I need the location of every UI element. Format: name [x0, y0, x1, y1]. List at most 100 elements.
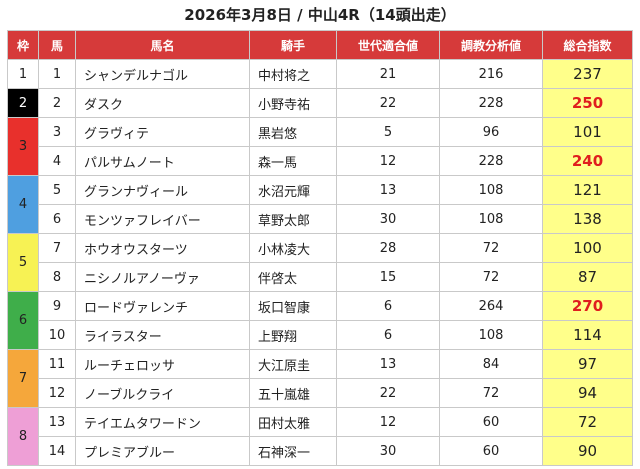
horse-number-cell: 7	[38, 233, 76, 263]
generation-fit-cell: 12	[336, 407, 440, 437]
training-analysis-cell: 84	[439, 349, 543, 379]
generation-fit-cell: 12	[336, 146, 440, 176]
generation-fit-cell: 13	[336, 175, 440, 205]
waku-cell: 3	[7, 117, 39, 176]
table-row: 2 2 ダスク 小野寺祐 22 228 250	[7, 88, 633, 118]
horse-number-cell: 5	[38, 175, 76, 205]
horse-number-cell: 3	[38, 117, 76, 147]
total-index-cell: 270	[542, 291, 633, 321]
header-horse-name: 馬名	[75, 30, 250, 60]
horse-name-cell: モンツァフレイバー	[75, 204, 250, 234]
training-analysis-cell: 60	[439, 407, 543, 437]
generation-fit-cell: 22	[336, 88, 440, 118]
training-analysis-cell: 228	[439, 88, 543, 118]
horse-name-cell: ライラスター	[75, 320, 250, 350]
horse-name-cell: テイエムタワードン	[75, 407, 250, 437]
horse-name-cell: グランナヴィール	[75, 175, 250, 205]
training-analysis-cell: 72	[439, 262, 543, 292]
table-row: 6 モンツァフレイバー 草野太郎 30 108 138	[8, 204, 633, 234]
training-analysis-cell: 228	[439, 146, 543, 176]
total-index-cell: 100	[542, 233, 633, 263]
horse-name-cell: ロードヴァレンチ	[75, 291, 250, 321]
total-index-cell: 237	[542, 59, 633, 89]
header-generation-fit: 世代適合値	[336, 30, 440, 60]
total-index-cell: 114	[542, 320, 633, 350]
waku-cell: 5	[7, 233, 39, 292]
waku-cell: 1	[7, 59, 39, 89]
horse-number-cell: 12	[38, 378, 76, 408]
jockey-cell: 草野太郎	[249, 204, 337, 234]
training-analysis-cell: 72	[439, 378, 543, 408]
jockey-cell: 水沼元輝	[249, 175, 337, 205]
horse-number-cell: 8	[38, 262, 76, 292]
training-analysis-cell: 264	[439, 291, 543, 321]
jockey-cell: 五十嵐雄	[249, 378, 337, 408]
jockey-cell: 石神深一	[249, 436, 337, 466]
generation-fit-cell: 13	[336, 349, 440, 379]
generation-fit-cell: 30	[336, 436, 440, 466]
horse-number-cell: 1	[38, 59, 76, 89]
generation-fit-cell: 5	[336, 117, 440, 147]
waku-cell: 8	[7, 407, 39, 466]
total-index-cell: 87	[542, 262, 633, 292]
horse-number-cell: 10	[38, 320, 76, 350]
table-header-row: 枠 馬 馬名 騎手 世代適合値 調教分析値 総合指数	[7, 30, 633, 60]
horse-number-cell: 2	[38, 88, 76, 118]
header-uma: 馬	[38, 30, 76, 60]
table-row: 8 ニシノルアノーヴァ 伴啓太 15 72 87	[8, 262, 633, 292]
training-analysis-cell: 96	[439, 117, 543, 147]
table-row: 14 プレミアブルー 石神深一 30 60 90	[8, 436, 633, 466]
header-jockey: 騎手	[249, 30, 337, 60]
header-waku: 枠	[7, 30, 39, 60]
generation-fit-cell: 28	[336, 233, 440, 263]
horse-name-cell: シャンデルナゴル	[75, 59, 250, 89]
waku-cell: 7	[7, 349, 39, 408]
training-analysis-cell: 108	[439, 204, 543, 234]
table-row: 7 11 ルーチェロッサ 大江原圭 13 84 97	[7, 349, 633, 408]
generation-fit-cell: 6	[336, 291, 440, 321]
jockey-cell: 田村太雅	[249, 407, 337, 437]
total-index-cell: 94	[542, 378, 633, 408]
jockey-cell: 小野寺祐	[249, 88, 337, 118]
horse-number-cell: 14	[38, 436, 76, 466]
horse-name-cell: プレミアブルー	[75, 436, 250, 466]
total-index-cell: 138	[542, 204, 633, 234]
horse-name-cell: ニシノルアノーヴァ	[75, 262, 250, 292]
jockey-cell: 大江原圭	[249, 349, 337, 379]
total-index-cell: 90	[542, 436, 633, 466]
horse-number-cell: 4	[38, 146, 76, 176]
horse-number-cell: 11	[38, 349, 76, 379]
total-index-cell: 101	[542, 117, 633, 147]
jockey-cell: 中村将之	[249, 59, 337, 89]
table-row: 10 ライラスター 上野翔 6 108 114	[8, 320, 633, 350]
horse-name-cell: ノーブルクライ	[75, 378, 250, 408]
jockey-cell: 坂口智康	[249, 291, 337, 321]
jockey-cell: 黒岩悠	[249, 117, 337, 147]
horse-name-cell: グラヴィテ	[75, 117, 250, 147]
page-title: 2026年3月8日 / 中山4R（14頭出走）	[184, 6, 456, 24]
waku-cell: 4	[7, 175, 39, 234]
jockey-cell: 森一馬	[249, 146, 337, 176]
table-row: 3 3 グラヴィテ 黒岩悠 5 96 101	[7, 117, 633, 176]
total-index-cell: 97	[542, 349, 633, 379]
training-analysis-cell: 108	[439, 175, 543, 205]
training-analysis-cell: 72	[439, 233, 543, 263]
total-index-cell: 72	[542, 407, 633, 437]
total-index-cell: 240	[542, 146, 633, 176]
generation-fit-cell: 15	[336, 262, 440, 292]
total-index-cell: 250	[542, 88, 633, 118]
waku-cell: 6	[7, 291, 39, 350]
generation-fit-cell: 6	[336, 320, 440, 350]
horse-name-cell: パルサムノート	[75, 146, 250, 176]
race-index-table: 枠 馬 馬名 騎手 世代適合値 調教分析値 総合指数 1 1 シャンデルナゴル 中村将…	[7, 30, 633, 466]
waku-cell: 2	[7, 88, 39, 118]
jockey-cell: 上野翔	[249, 320, 337, 350]
table-row: 5 7 ホウオウスターツ 小林凌大 28 72 100	[7, 233, 633, 292]
training-analysis-cell: 108	[439, 320, 543, 350]
table-row: 1 1 シャンデルナゴル 中村将之 21 216 237	[7, 59, 633, 89]
training-analysis-cell: 216	[439, 59, 543, 89]
horse-number-cell: 9	[38, 291, 76, 321]
jockey-cell: 小林凌大	[249, 233, 337, 263]
total-index-cell: 121	[542, 175, 633, 205]
horse-name-cell: ルーチェロッサ	[75, 349, 250, 379]
